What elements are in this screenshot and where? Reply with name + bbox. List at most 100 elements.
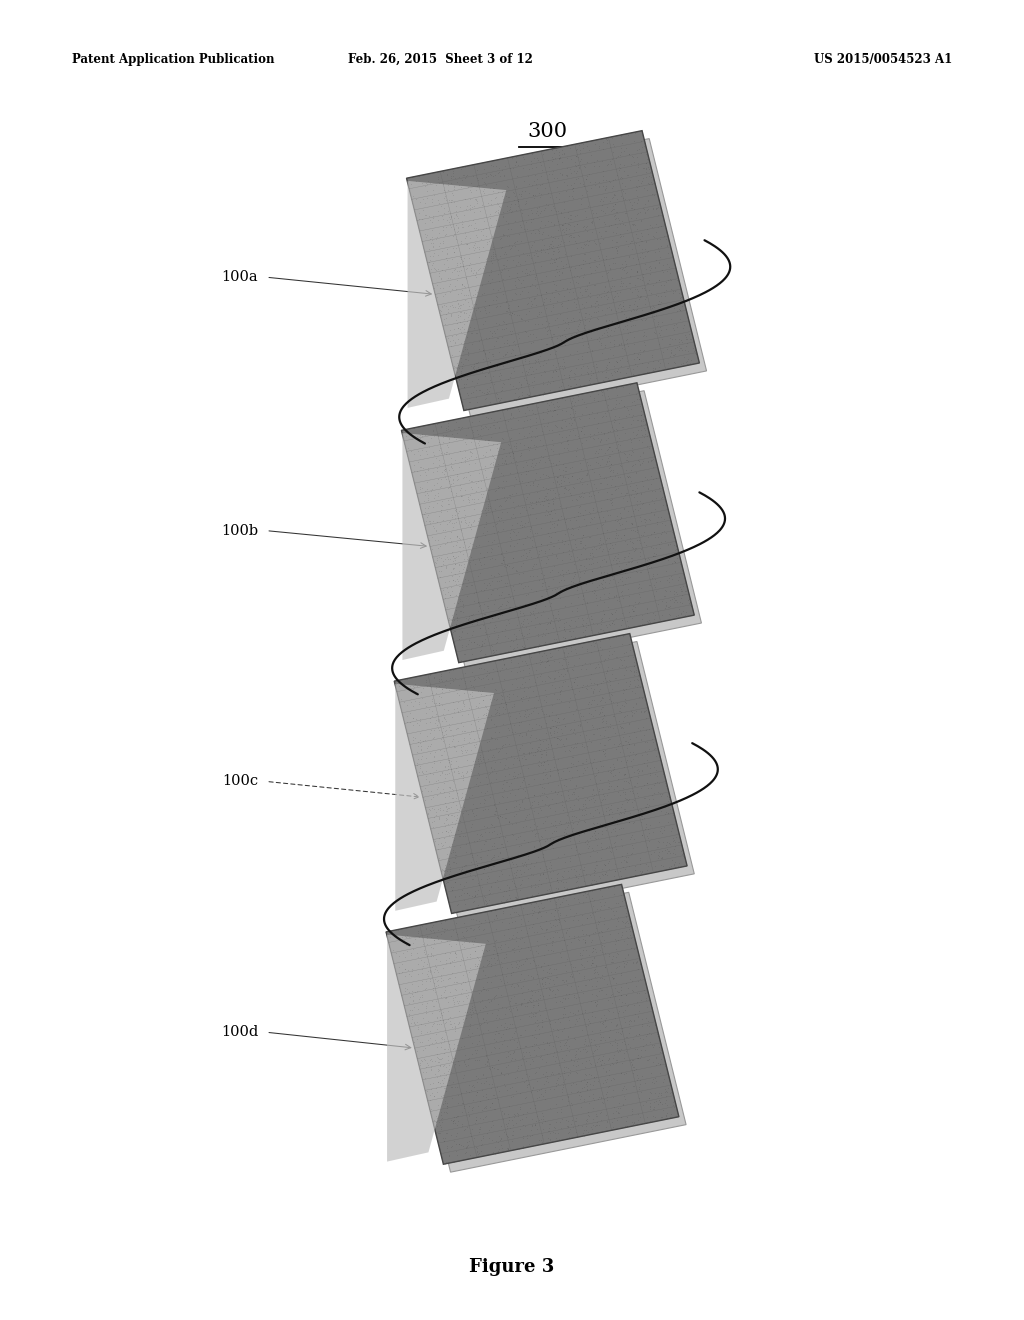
Point xyxy=(488,632,505,653)
Point xyxy=(554,866,570,887)
Point xyxy=(551,711,567,733)
Point xyxy=(531,900,548,921)
Point xyxy=(455,715,471,737)
Point xyxy=(415,422,431,444)
Point xyxy=(502,484,518,506)
Point xyxy=(550,508,566,529)
Point xyxy=(475,1008,492,1030)
Point xyxy=(664,817,680,838)
Point xyxy=(495,997,511,1018)
Point xyxy=(627,702,643,723)
Point xyxy=(465,356,481,378)
Point xyxy=(541,1114,557,1135)
Point xyxy=(579,735,595,756)
Point xyxy=(414,994,430,1015)
Point xyxy=(502,321,518,342)
Point xyxy=(614,781,631,803)
Point xyxy=(608,393,625,414)
Point xyxy=(503,660,519,681)
Point xyxy=(598,405,614,426)
Point xyxy=(424,1051,440,1072)
Point xyxy=(594,816,610,837)
Point xyxy=(571,681,588,702)
Point xyxy=(509,767,525,788)
Point xyxy=(543,780,559,801)
Point xyxy=(506,937,522,958)
Point xyxy=(612,507,629,528)
Point xyxy=(443,521,460,543)
Point xyxy=(407,676,423,697)
Point xyxy=(450,503,466,524)
Point xyxy=(462,1027,478,1048)
Point xyxy=(445,620,462,642)
Point xyxy=(639,602,655,623)
Point xyxy=(665,521,681,543)
Point xyxy=(525,1027,542,1048)
Point xyxy=(470,873,486,894)
Point xyxy=(519,690,536,711)
Point xyxy=(511,573,527,594)
Point xyxy=(565,161,582,182)
Point xyxy=(646,738,663,759)
Point xyxy=(481,821,498,842)
Point xyxy=(547,578,563,599)
Point xyxy=(558,317,574,338)
Point xyxy=(594,701,610,722)
Point xyxy=(461,454,477,475)
Point xyxy=(420,170,436,191)
Point xyxy=(427,260,443,281)
Point xyxy=(514,726,530,747)
Point xyxy=(574,294,591,315)
Point xyxy=(612,558,629,579)
Point xyxy=(543,248,559,269)
Point xyxy=(549,471,565,492)
Point xyxy=(554,560,570,581)
Point xyxy=(534,585,550,606)
Point xyxy=(456,855,472,876)
Point xyxy=(468,294,484,315)
Point xyxy=(510,599,526,620)
Point xyxy=(402,692,419,713)
Point xyxy=(460,804,476,825)
Point xyxy=(631,268,647,289)
Point xyxy=(527,1094,544,1115)
Point xyxy=(646,480,663,502)
Point xyxy=(481,1074,498,1096)
Point xyxy=(584,1064,600,1085)
Point xyxy=(503,529,519,550)
Point xyxy=(599,648,615,669)
Point xyxy=(464,612,480,634)
Point xyxy=(593,286,609,308)
Point xyxy=(634,809,650,830)
Point xyxy=(439,1045,456,1067)
Point xyxy=(635,715,651,737)
Point xyxy=(556,471,572,492)
Point xyxy=(506,873,522,894)
Point xyxy=(608,201,625,222)
Point xyxy=(545,1035,561,1056)
Point xyxy=(480,857,497,878)
Point xyxy=(430,834,446,855)
Point xyxy=(522,546,539,568)
Point xyxy=(644,358,660,379)
Point xyxy=(543,343,559,364)
Point xyxy=(577,832,593,853)
Point xyxy=(615,395,632,416)
Point xyxy=(429,473,445,494)
Point xyxy=(452,800,468,821)
Point xyxy=(529,1036,546,1057)
Point xyxy=(562,1016,579,1038)
Point xyxy=(463,182,479,203)
Point xyxy=(485,944,502,965)
Point xyxy=(454,620,470,642)
Point xyxy=(502,366,518,387)
Point xyxy=(620,944,636,965)
Point xyxy=(645,1105,662,1126)
Point xyxy=(612,962,629,983)
Point xyxy=(618,165,635,186)
Point xyxy=(422,1027,438,1048)
Point xyxy=(440,1001,457,1022)
Point xyxy=(622,273,638,294)
Point xyxy=(628,176,644,197)
Point xyxy=(431,807,447,828)
